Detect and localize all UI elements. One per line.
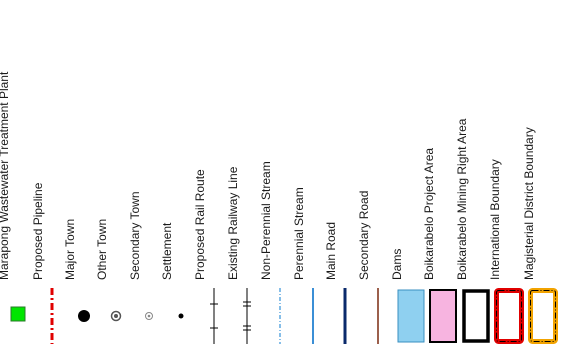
dotted-blue-line-icon: [265, 286, 295, 346]
legend-item-secondary-town: Secondary Town: [128, 0, 164, 360]
legend-label: Proposed Pipeline: [31, 182, 45, 280]
legend-item-secondary-road: Secondary Road: [357, 0, 393, 360]
legend-item-magisterial-boundary: Magisterial District Boundary: [522, 0, 558, 360]
legend-label: Magisterial District Boundary: [522, 127, 536, 280]
small-ringed-dot-icon: [134, 286, 164, 346]
legend-label: Perennial Stream: [292, 187, 306, 280]
light-blue-box-icon: [396, 286, 426, 346]
legend-label: Other Town: [95, 218, 109, 280]
legend-label: Boikarabelo Project Area: [422, 147, 436, 280]
blue-line-icon: [298, 286, 328, 346]
dashed-red-line-icon: [37, 286, 67, 346]
legend-item-mining-right-area: Boikarabelo Mining Right Area: [455, 0, 491, 360]
legend-label: Boikarabelo Mining Right Area: [455, 118, 469, 280]
legend-item-major-town: Major Town: [63, 0, 99, 360]
legend-item-perennial-stream: Perennial Stream: [292, 0, 328, 360]
legend-item-main-road: Main Road: [324, 0, 360, 360]
legend-label: Main Road: [324, 221, 338, 280]
small-dot-icon: [166, 286, 196, 346]
legend-label: Marapong Wastewater Treatment Plant: [0, 71, 11, 280]
large-black-dot-icon: [69, 286, 99, 346]
pink-box-icon: [428, 286, 458, 346]
legend-item-proposed-rail: Proposed Rail Route: [193, 0, 229, 360]
red-dashed-box-icon: [494, 286, 524, 346]
legend-item-proposed-pipeline: Proposed Pipeline: [31, 0, 67, 360]
legend-item-other-town: Other Town: [95, 0, 131, 360]
legend-item-dams: Dams: [390, 0, 426, 360]
legend-label: Existing Railway Line: [226, 166, 240, 280]
rail-line-single-tick-icon: [199, 286, 229, 346]
legend-label: Non-Perennial Stream: [259, 161, 273, 280]
legend-label: Proposed Rail Route: [193, 169, 207, 280]
black-outline-box-icon: [461, 286, 491, 346]
navy-line-icon: [330, 286, 360, 346]
brown-line-icon: [363, 286, 393, 346]
legend-label: Major Town: [63, 218, 77, 280]
legend-label: Settlement: [160, 222, 174, 280]
legend-label: Dams: [390, 248, 404, 280]
rail-line-double-tick-icon: [232, 286, 262, 346]
orange-dashed-box-icon: [528, 286, 558, 346]
green-square-icon: [3, 286, 33, 346]
legend-label: Secondary Town: [128, 191, 142, 281]
legend-label: Secondary Road: [357, 190, 371, 280]
legend-item-settlement: Settlement: [160, 0, 196, 360]
legend-item-non-perennial-stream: Non-Perennial Stream: [259, 0, 295, 360]
legend-label: International Boundary: [488, 159, 502, 280]
legend-item-international-boundary: International Boundary: [488, 0, 524, 360]
legend-item-existing-railway: Existing Railway Line: [226, 0, 262, 360]
legend-item-project-area: Boikarabelo Project Area: [422, 0, 458, 360]
legend-item-wastewater-plant: Marapong Wastewater Treatment Plant: [0, 0, 33, 360]
ringed-dot-icon: [101, 286, 131, 346]
